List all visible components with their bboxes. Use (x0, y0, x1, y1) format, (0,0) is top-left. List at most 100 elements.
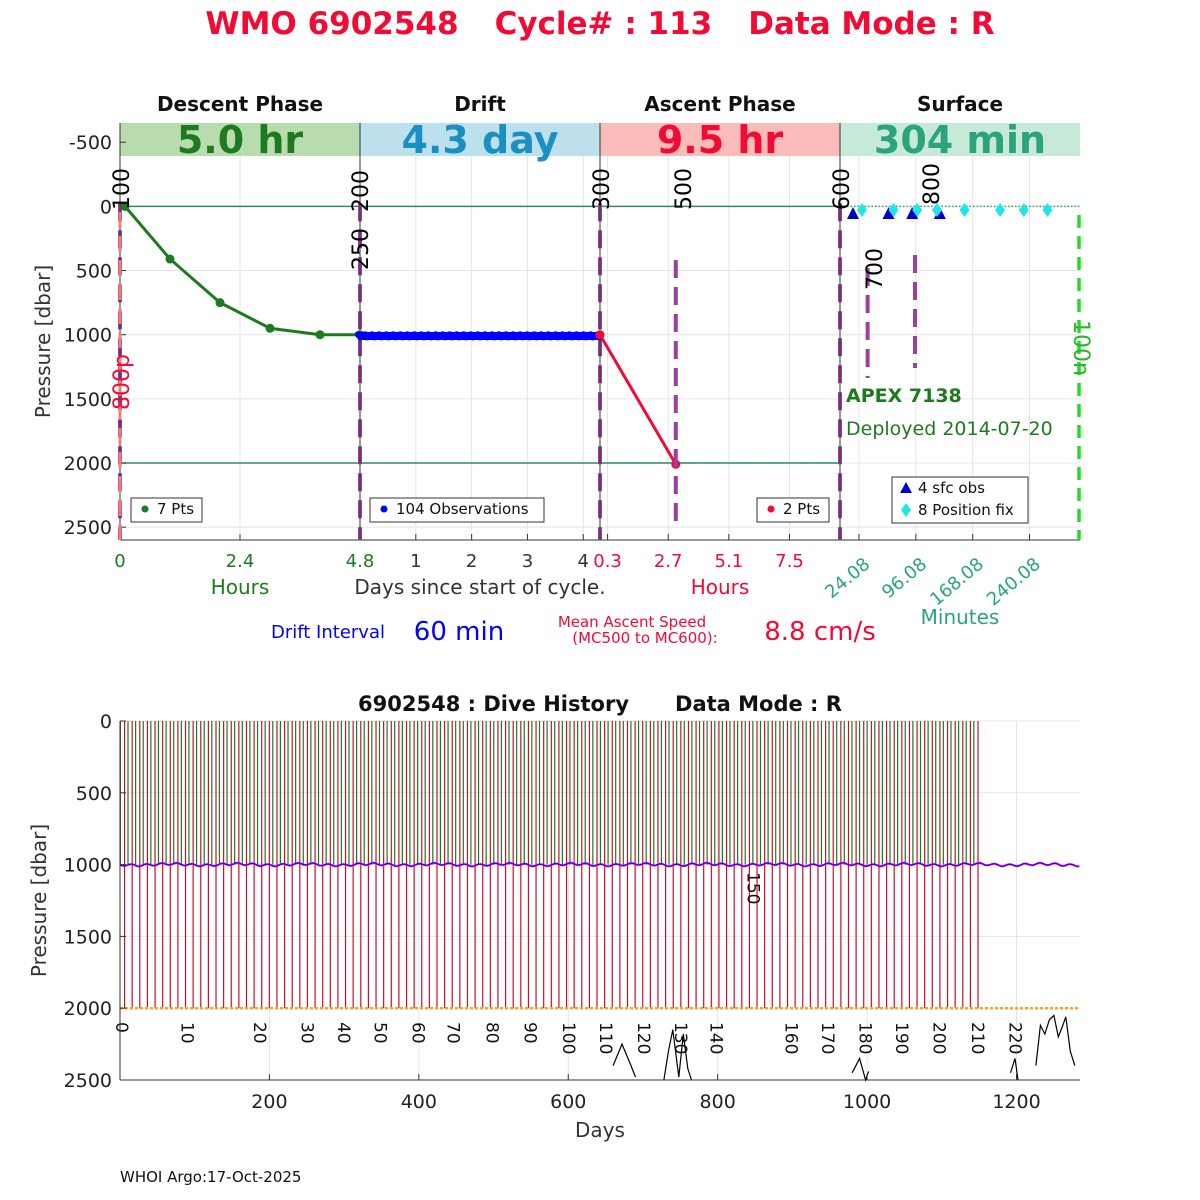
position-fix-marker (1018, 203, 1029, 217)
cycle-label: 0 (111, 1022, 131, 1033)
history-title-main: 6902548 : Dive History (358, 692, 629, 716)
x-tick-label: 240.08 (983, 554, 1045, 611)
legend-label: 7 Pts (157, 500, 194, 518)
phase-duration: 9.5 hr (657, 118, 784, 162)
cycle-label: 40 (333, 1022, 353, 1044)
event-marker-label: 200 (349, 170, 374, 212)
sfc-obs-marker (906, 207, 919, 219)
position-fix-marker (1042, 203, 1053, 217)
legend-marker (767, 505, 775, 513)
descent-point (120, 201, 130, 211)
phase-band (360, 123, 600, 156)
descent-line (123, 205, 360, 337)
x-tick-label: 0 (114, 551, 125, 572)
cycle-label: 160 (780, 1022, 800, 1054)
dive-history-panel: 0 10 20 30 40 50 60 70 80 90 100 110 120 130 140 150 160… (27, 711, 1080, 1142)
legend-marker (141, 505, 149, 513)
cycle-label: 190 (891, 1022, 911, 1054)
cycle-label: 60 (408, 1022, 428, 1044)
bottom-trace (612, 1042, 637, 1078)
x-tick-label: 168.08 (926, 554, 988, 611)
phase-duration: 5.0 hr (177, 118, 304, 162)
history-title: 6902548 : Dive History Data Mode : R (358, 692, 842, 716)
bottom-trace (1035, 1014, 1076, 1066)
cycle-label: 180 (854, 1022, 874, 1054)
legend-marker (901, 503, 911, 517)
event-marker-label: 600 (830, 168, 855, 210)
y-tick-label: 1500 (64, 926, 112, 948)
footer-credit: WHOI Argo:17-Oct-2025 (120, 1168, 301, 1186)
legend-marker (900, 482, 912, 493)
x-tick-label: 800 (700, 1091, 736, 1113)
ascent-speed-label-2: (MC500 to MC600): (572, 629, 717, 647)
y-tick-label: 2500 (64, 1070, 112, 1092)
cycle-label: 20 (249, 1022, 269, 1044)
position-fix-marker (931, 203, 942, 217)
y-axis-label: Pressure [dbar] (31, 265, 55, 418)
cycle-label: 10 (177, 1022, 197, 1044)
x-tick-label: 2 (466, 551, 477, 572)
descent-point (265, 323, 275, 333)
phase-name: Surface (917, 92, 1003, 116)
x-tick-label: 24.08 (821, 554, 874, 603)
drift-interval-value: 60 min (414, 617, 504, 647)
position-fix-marker (912, 203, 923, 217)
x-axis-label: Days (575, 1118, 625, 1142)
cycle-label: 150 (742, 872, 762, 904)
float-model: APEX 7138 (846, 385, 962, 407)
y-tick-label: -500 (69, 132, 112, 154)
bottom-trace (851, 1056, 870, 1083)
park-trace-blue (119, 862, 1080, 867)
event-marker-label: 300 (590, 168, 615, 210)
x-tick-label: 400 (401, 1091, 437, 1113)
descent-point (165, 254, 175, 264)
title-cycle: Cycle# : 113 (495, 6, 713, 42)
sfc-obs-marker (847, 207, 859, 219)
legend-box (891, 476, 1029, 524)
cycle-label: 110 (595, 1022, 615, 1054)
cycle-label: 100 (558, 1022, 578, 1054)
x-tick-label: 2.4 (226, 551, 255, 572)
x-tick-label: 1000 (843, 1091, 891, 1113)
phase-band (120, 123, 360, 156)
cycle-label: 170 (817, 1022, 837, 1054)
cycle-label: 200 (928, 1022, 948, 1054)
ascent-point (595, 330, 605, 340)
y-tick-label: 1500 (64, 389, 112, 411)
y-tick-label: 0 (100, 196, 112, 218)
ascent-line (598, 333, 678, 466)
cycle-label: 210 (967, 1022, 987, 1054)
cycle-label: 120 (633, 1022, 653, 1054)
legend-label: 104 Observations (396, 500, 529, 518)
y-tick-label: 500 (76, 261, 112, 283)
drift-interval-label: Drift Interval (271, 622, 385, 643)
x-tick-label: 2.7 (654, 551, 683, 572)
cycle-label: 30 (296, 1022, 316, 1044)
phase-band (600, 123, 840, 156)
float-deployed: Deployed 2014-07-20 (846, 418, 1053, 440)
center-x-label: Days since start of cycle. (354, 575, 605, 599)
phase-name: Descent Phase (157, 92, 323, 116)
phase-name: Ascent Phase (644, 92, 795, 116)
ascent-speed-label-1: Mean Ascent Speed (558, 613, 706, 631)
descent-point (215, 298, 225, 308)
ascent-speed-value: 8.8 cm/s (764, 617, 876, 647)
phase-name: Drift (454, 92, 506, 116)
legend-label: 8 Position fix (918, 501, 1014, 519)
event-marker-label: 800 (920, 163, 945, 205)
title-mode: Data Mode : R (748, 6, 995, 42)
bottom-trace (1009, 1058, 1019, 1081)
title-wmo: WMO 6902548 (205, 6, 458, 42)
y-tick-label: 2000 (64, 453, 112, 475)
cycle-label: 130 (670, 1022, 690, 1054)
cycle-label: 80 (482, 1022, 502, 1044)
cycle-label: 50 (369, 1022, 389, 1044)
y-tick-label: 1000 (64, 325, 112, 347)
event-marker-label: 700 (863, 248, 888, 290)
y-tick-label: 2000 (64, 998, 112, 1020)
phase-duration: 304 min (874, 118, 1046, 162)
x-tick-label: 1 (410, 551, 421, 572)
descent-point (315, 330, 325, 340)
x-tick-label: 96.08 (878, 554, 931, 603)
